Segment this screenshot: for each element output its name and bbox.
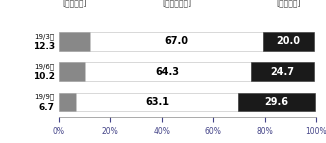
Text: 63.1: 63.1 (145, 97, 169, 107)
Text: 20.0: 20.0 (277, 36, 301, 46)
Text: 10.2: 10.2 (33, 72, 55, 81)
Bar (59, 93, 76, 112)
Text: [変わらない]: [変わらない] (162, 0, 191, 7)
Bar (59, 32, 90, 51)
Text: 24.7: 24.7 (270, 67, 294, 77)
Text: 64.3: 64.3 (156, 67, 180, 77)
Text: 12.3: 12.3 (33, 42, 55, 51)
Text: 19/9月: 19/9月 (35, 94, 55, 100)
Bar (251, 62, 314, 81)
Text: [悪くなる]: [悪くなる] (276, 0, 301, 7)
Bar (76, 93, 238, 112)
Text: 19/6月: 19/6月 (35, 63, 55, 70)
Bar (263, 32, 314, 51)
Bar (90, 32, 263, 51)
Text: [良くなる]: [良くなる] (62, 0, 87, 7)
Bar (85, 62, 251, 81)
Text: 19/3月: 19/3月 (35, 33, 55, 40)
Text: 29.6: 29.6 (265, 97, 289, 107)
Bar (59, 62, 85, 81)
Text: 67.0: 67.0 (165, 36, 189, 46)
Bar (238, 93, 315, 112)
Text: 6.7: 6.7 (39, 103, 55, 112)
